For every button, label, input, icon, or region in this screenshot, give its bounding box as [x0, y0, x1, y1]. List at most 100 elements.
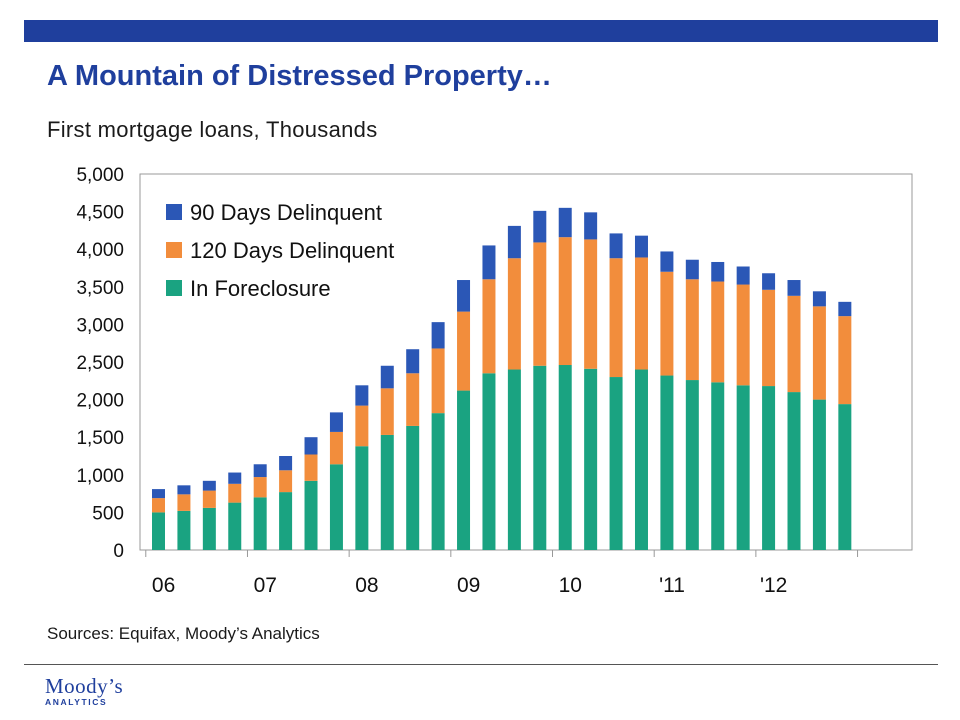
bar-segment [533, 242, 547, 366]
bar-segment [558, 365, 572, 550]
bar-segment [380, 365, 394, 389]
bar-segment [482, 245, 496, 280]
bar-segment [228, 502, 242, 550]
bar-segment [762, 273, 776, 290]
bar-segment [711, 281, 725, 383]
bar-segment [177, 494, 191, 511]
bar-segment [152, 489, 165, 499]
bar-segment [787, 280, 801, 296]
bar-segment [609, 377, 623, 550]
bar-segment [457, 280, 471, 312]
bar-segment [202, 490, 216, 508]
bar-segment [380, 388, 394, 435]
bar-segment [177, 510, 191, 550]
x-tick-label: '12 [760, 574, 787, 597]
bar-segment [406, 349, 420, 374]
bar-segment [457, 311, 471, 391]
legend-swatch [166, 204, 182, 220]
bar-segment [685, 380, 699, 550]
legend-label: 90 Days Delinquent [190, 200, 382, 225]
bar-segment [177, 485, 191, 495]
bar-segment [685, 259, 699, 280]
bar-segment [304, 454, 318, 481]
bar-segment [253, 464, 267, 478]
bar-segment [279, 492, 293, 550]
y-tick-label: 1,500 [76, 428, 124, 449]
bar-segment [507, 225, 521, 259]
bar-segment [329, 464, 343, 550]
bar-segment [279, 456, 293, 471]
bar-segment [228, 483, 242, 503]
bar-segment [457, 390, 471, 550]
bar-segment [838, 301, 852, 317]
bar-segment [584, 212, 598, 240]
y-tick-label: 2,500 [76, 353, 124, 374]
bar-segment [812, 291, 826, 307]
bar-segment [228, 472, 242, 484]
y-tick-label: 1,000 [76, 466, 124, 487]
bar-segment [152, 512, 165, 550]
bar-segment [304, 480, 318, 550]
y-tick-label: 4,000 [76, 240, 124, 261]
bar-segment [634, 235, 648, 258]
bar-segment [355, 405, 369, 447]
moodys-analytics-logo: Moody’s ANALYTICS [45, 676, 123, 708]
bar-segment [812, 306, 826, 400]
bar-segment [634, 257, 648, 370]
stacked-bar-chart: 0 500 1,000 1,500 2,000 2,500 3,000 3,500 4,000 4… [76, 165, 913, 597]
bar-segment [558, 237, 572, 366]
bar-segment [711, 382, 725, 550]
bar-segment [812, 399, 826, 550]
bar-segment [507, 369, 521, 550]
header-bar [24, 20, 938, 42]
bar-segment [838, 404, 852, 550]
bar-segment [584, 368, 598, 550]
bar-segment [838, 316, 852, 405]
chart-subtitle: First mortgage loans, Thousands [47, 117, 378, 142]
bar-segment [660, 271, 674, 376]
x-tick-label: 08 [355, 574, 378, 597]
bar-segment [609, 258, 623, 378]
x-tick-label: 06 [152, 574, 175, 597]
bar-segment [253, 497, 267, 550]
legend-swatch [166, 280, 182, 296]
bar-segment [584, 239, 598, 369]
bar-segment [431, 413, 445, 550]
bar-segment [380, 434, 394, 550]
bar-segment [431, 322, 445, 349]
bar-segment [711, 261, 725, 282]
legend-swatch [166, 242, 182, 258]
bar-segment [533, 365, 547, 550]
bar-segment [355, 446, 369, 550]
bar-segment [431, 348, 445, 414]
bar-segment [736, 385, 750, 550]
bar-segment [253, 477, 267, 498]
bar-segment [152, 498, 165, 513]
bar-segment [406, 425, 420, 550]
bar-segment [533, 210, 547, 243]
x-tick-label: 09 [457, 574, 480, 597]
legend-label: In Foreclosure [190, 276, 331, 301]
bar-segment [304, 437, 318, 455]
x-tick-label: 10 [559, 574, 582, 597]
bar-segment [634, 369, 648, 550]
y-tick-label: 4,500 [76, 203, 124, 224]
bar-segment [660, 375, 674, 550]
bar-segment [202, 480, 216, 491]
bar-segment [660, 251, 674, 272]
bar-segment [762, 289, 776, 387]
bar-segment [482, 279, 496, 374]
bar-segment [279, 470, 293, 493]
x-tick-label: '11 [659, 574, 685, 597]
bar-segment [202, 507, 216, 550]
bar-segment [329, 431, 343, 465]
sources-note: Sources: Equifax, Moody’s Analytics [47, 624, 320, 643]
bar-segment [762, 386, 776, 550]
bar-segment [787, 295, 801, 393]
bar-segment [736, 266, 750, 285]
bar-segment [787, 392, 801, 550]
y-tick-label: 3,500 [76, 278, 124, 299]
bar-segment [329, 412, 343, 432]
x-tick-label: 07 [254, 574, 277, 597]
y-tick-label: 500 [92, 503, 124, 524]
